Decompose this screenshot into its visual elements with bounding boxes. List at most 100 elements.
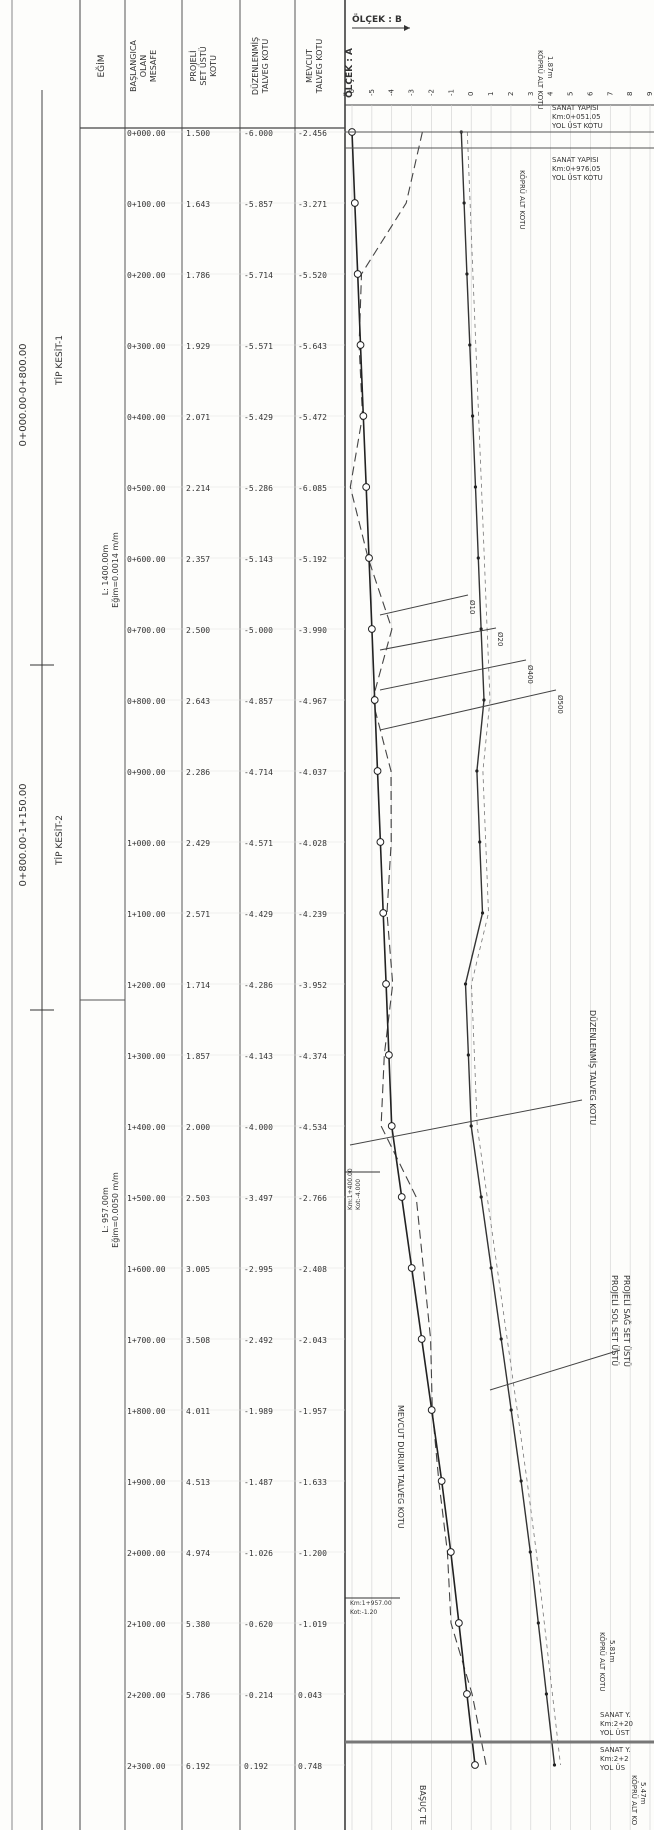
row-distance-value: 1+500.00 [127,1194,166,1203]
axis-tick-label: 5 [567,92,575,96]
bridge-mid-label: KÖPRÜ ALT KOTU [518,170,527,230]
leader-3 [379,659,527,691]
header-proj-3: KOTU [209,55,218,77]
row-reg-value: 0.192 [244,1762,268,1771]
row-reg-value: -2.995 [244,1265,273,1274]
projected-point [544,1692,549,1696]
row-exist-value: -5.192 [298,555,327,564]
row-exist-value: 0.043 [298,1691,322,1700]
row-proj-value: 2.071 [186,413,210,422]
header-exist-1: MEVCUT [305,49,314,83]
svg-text:SANAT Y.: SANAT Y. [600,1746,630,1754]
regulated-point [376,838,385,846]
row-distance-value: 0+500.00 [127,484,166,493]
svg-text:YOL ÜST: YOL ÜST [599,1728,630,1737]
row-exist-value: -4.374 [298,1052,327,1061]
regulated-point [384,1051,393,1059]
axis-tick-label: 3 [527,92,535,96]
axis-tick-label: -6 [348,88,356,96]
diameter-label-2: Ø20 [496,632,504,646]
row-reg-value: -6.000 [244,129,273,138]
header-egim: EĞİM [95,54,107,77]
projected-point [528,1550,532,1554]
row-reg-value: -5.429 [244,413,273,422]
svg-text:YOL ÜST KOTU: YOL ÜST KOTU [551,121,603,130]
header-distance-2: OLAN [139,55,148,77]
row-distance-value: 0+000.00 [127,129,166,138]
row-reg-value: -4.286 [244,981,273,990]
projected-point [479,1195,483,1199]
row-proj-value: 3.005 [186,1265,210,1274]
diameter-label-3: Ø400 [526,665,534,684]
row-proj-value: 1.714 [186,981,210,990]
row-exist-value: -3.990 [298,626,327,635]
regulated-point [379,909,388,917]
row-distance-value: 0+200.00 [127,271,166,280]
row-proj-value: 1.929 [186,342,210,351]
row-proj-value: 2.357 [186,555,210,564]
regulated-point [359,412,368,420]
svg-text:KÖPRÜ ALT KOTU: KÖPRÜ ALT KOTU [598,1632,607,1692]
row-exist-value: -5.472 [298,413,327,422]
row-reg-value: -4.857 [244,697,273,706]
projected-point [469,1124,473,1128]
axis-tick-label: -4 [388,88,396,96]
row-reg-value: -4.429 [244,910,273,919]
projected-point [509,1408,513,1412]
row-distance-value: 0+400.00 [127,413,166,422]
sanat-yapisi-3: SANAT Y. Km:2+20 YOL ÜST [599,1711,633,1737]
proj-right-set-label: PROJELİ SAĞ SET ÜSTÜ [622,1275,633,1367]
projected-point [473,485,478,489]
projected-point [552,1763,557,1767]
row-reg-value: -1.026 [244,1549,273,1558]
regulated-point [437,1477,446,1485]
axis-tick-label: 0 [467,92,475,96]
svg-text:YOL ÜST KOTU: YOL ÜST KOTU [551,173,603,182]
regulated-talveg-curve [351,131,476,1766]
svg-text:Km:1+400.00: Km:1+400.00 [347,1168,354,1210]
row-proj-value: 1.500 [186,129,210,138]
regulated-point [373,767,382,775]
range-label-2: 0+800.00-1+150.00 [18,783,29,886]
row-distance-value: 0+900.00 [127,768,166,777]
svg-text:Km:1+957.00: Km:1+957.00 [350,1600,392,1607]
svg-text:SANAT YAPISI: SANAT YAPISI [552,156,599,164]
axis-tick-labels: -6 -5 -4 -3 -2 -1 0 1 2 3 4 5 6 7 8 9 [348,88,654,96]
projected-point [478,840,482,844]
row-exist-value: -4.239 [298,910,327,919]
regulated-point [356,341,365,349]
axis-tick-label: -2 [427,89,435,96]
row-reg-value: -0.214 [244,1691,273,1700]
regulated-point [387,1122,396,1130]
row-reg-value: -0.620 [244,1620,273,1629]
row-exist-value: -5.643 [298,342,327,351]
row-distance-value: 1+300.00 [127,1052,166,1061]
row-distance-value: 2+300.00 [127,1762,166,1771]
regulated-point [350,199,359,207]
projected-point [482,698,486,702]
row-distance-value: 0+800.00 [127,697,166,706]
svg-text:Km:0+051.05: Km:0+051.05 [552,113,601,121]
svg-text:Km:2+2: Km:2+2 [600,1755,629,1763]
svg-text:Km:2+20: Km:2+20 [600,1720,633,1728]
regulated-point [365,554,373,562]
row-distance-value: 2+100.00 [127,1620,166,1629]
regulated-point [397,1193,406,1201]
row-distance-value: 1+400.00 [127,1123,166,1132]
station-box-1400: Km:1+400.00 Kot:-4.000 [347,1168,362,1210]
row-reg-value: -5.286 [244,484,273,493]
row-exist-value: -4.967 [298,697,327,706]
tip-kesit-2-label: TİP KESİT-2 [54,815,65,866]
row-exist-value: -4.037 [298,768,327,777]
row-reg-value: -3.497 [244,1194,273,1203]
regulated-leader [349,1099,583,1146]
station-box-1957: Km:1+957.00 Kot:-1.20 [350,1600,392,1616]
row-distance-value: 0+700.00 [127,626,166,635]
proj-left-set-label: PROJELİ SOL SET ÜSTÜ [610,1275,620,1366]
axis-tick-label: 4 [547,91,555,96]
regulated-point [370,696,379,704]
row-distance-value: 1+800.00 [127,1407,166,1416]
bridge-low-annotation: KÖPRÜ ALT KOTU 5.81m [598,1632,616,1692]
slope-1-value: Eğim=0.0014 m/m [111,532,120,608]
projected-set-curve-2 [466,131,561,1766]
